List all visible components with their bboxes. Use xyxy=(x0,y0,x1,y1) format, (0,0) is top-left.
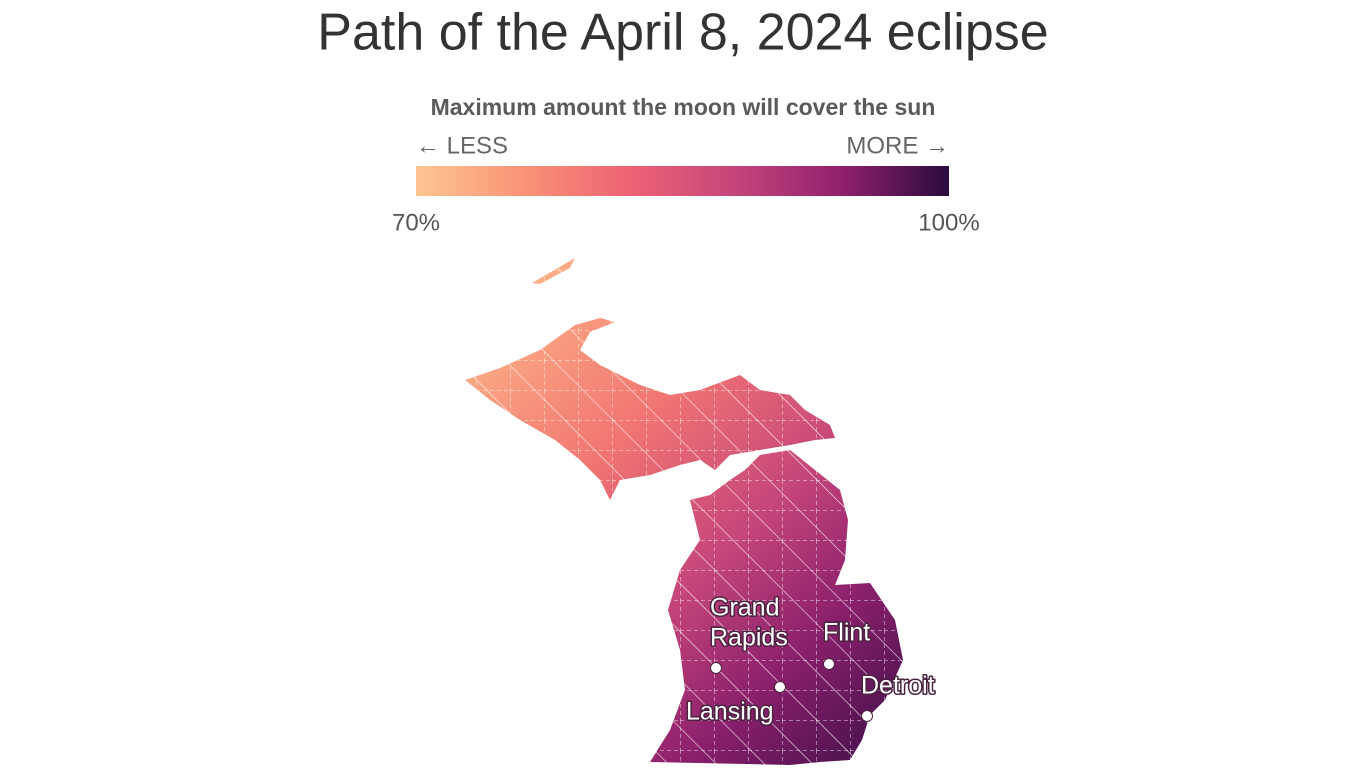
city-dot xyxy=(861,710,873,722)
city-label: Detroit xyxy=(861,672,935,700)
city-label: Flint xyxy=(823,619,870,647)
legend-more: MORE → xyxy=(846,132,949,159)
city-markers xyxy=(710,658,873,722)
city-dot xyxy=(710,662,722,674)
city-dot xyxy=(774,681,786,693)
city-label: Lansing xyxy=(686,698,774,726)
legend-max: 100% xyxy=(918,209,979,236)
legend-less: ← LESS xyxy=(416,132,508,159)
title: Path of the April 8, 2024 eclipse xyxy=(317,4,1048,62)
city-dot xyxy=(823,658,835,670)
city-label: Rapids xyxy=(710,624,788,652)
legend-bar xyxy=(416,166,949,196)
city-label: Grand xyxy=(710,594,779,622)
michigan-map xyxy=(465,258,903,765)
legend-title: Maximum amount the moon will cover the s… xyxy=(431,94,936,120)
legend-min: 70% xyxy=(392,209,440,236)
